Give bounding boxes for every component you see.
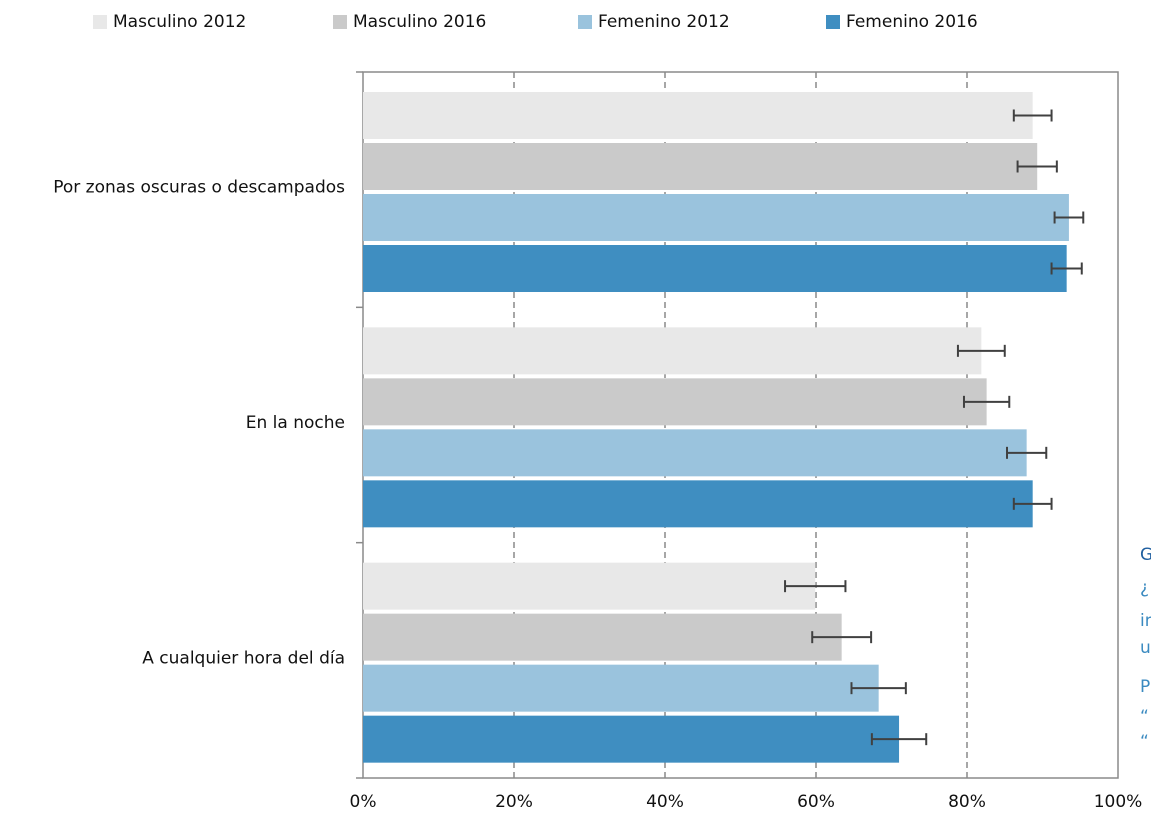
category-label: En la noche	[246, 413, 345, 433]
bar	[363, 715, 900, 763]
error-bar	[811, 631, 873, 644]
bar	[363, 378, 987, 426]
error-bar	[1012, 497, 1053, 510]
x-tick-label: 40%	[646, 792, 684, 812]
bar	[363, 429, 1027, 477]
error-bar	[850, 682, 907, 695]
side-note: ¿	[1140, 578, 1149, 598]
x-tick-label: 100%	[1094, 792, 1143, 812]
legend-label: Femenino 2012	[598, 12, 730, 32]
error-bar	[1050, 262, 1083, 275]
legend-label: Femenino 2016	[846, 12, 978, 32]
bar	[363, 664, 879, 712]
bar	[363, 245, 1067, 292]
legend-label: Masculino 2012	[113, 12, 246, 32]
error-bar	[1006, 446, 1048, 459]
bar	[363, 480, 1033, 528]
x-tick-label: 80%	[948, 792, 986, 812]
bar	[363, 562, 816, 610]
x-tick-label: 20%	[495, 792, 533, 812]
error-bar	[962, 395, 1011, 408]
bar	[363, 327, 982, 375]
side-note: “	[1140, 732, 1149, 752]
x-tick-label: 60%	[797, 792, 835, 812]
side-note: u	[1140, 638, 1151, 658]
side-note: P	[1140, 677, 1150, 697]
error-bar	[1012, 109, 1053, 122]
error-bar	[956, 344, 1006, 357]
legend-label: Masculino 2016	[353, 12, 486, 32]
category-label: Por zonas oscuras o descampados	[53, 178, 345, 198]
side-note: G	[1140, 545, 1151, 565]
error-bar	[1016, 160, 1058, 173]
bar	[363, 143, 1038, 190]
error-bar	[870, 733, 928, 746]
category-label: A cualquier hora del día	[142, 648, 345, 668]
error-bar	[1053, 211, 1085, 224]
bar	[363, 613, 842, 661]
legend-swatch	[333, 15, 347, 29]
x-tick-label: 0%	[350, 792, 377, 812]
legend-swatch	[826, 15, 840, 29]
legend-swatch	[93, 15, 107, 29]
bar	[363, 92, 1033, 139]
side-note: “	[1140, 707, 1149, 727]
legend-swatch	[578, 15, 592, 29]
side-note: in	[1140, 611, 1151, 631]
error-bar	[784, 580, 847, 593]
bar	[363, 194, 1069, 241]
